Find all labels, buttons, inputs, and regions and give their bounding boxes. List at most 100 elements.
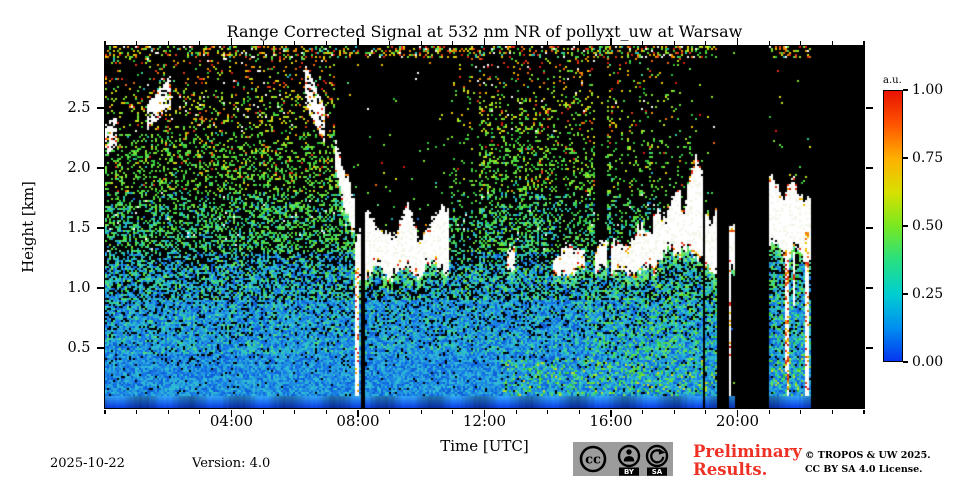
y-tick-label: 0.5 xyxy=(67,340,91,356)
x-minor-tick-top xyxy=(642,40,644,45)
x-minor-tick xyxy=(199,409,201,414)
x-minor-tick-top xyxy=(199,40,201,45)
x-minor-tick-top xyxy=(262,40,264,45)
y-tick-label: 1.5 xyxy=(67,220,91,236)
person-body-icon xyxy=(623,456,635,462)
x-major-tick-top xyxy=(357,37,359,45)
x-minor-tick xyxy=(325,409,327,414)
x-axis-label: Time [UTC] xyxy=(440,437,529,455)
x-tick-label: 08:00 xyxy=(336,412,380,430)
x-minor-tick-top xyxy=(800,40,802,45)
heatmap xyxy=(105,46,864,408)
y-major-tick-right xyxy=(865,287,873,289)
y-tick-label: 2.0 xyxy=(67,160,91,176)
colorbar-tick xyxy=(903,157,908,159)
x-minor-tick xyxy=(452,409,454,414)
y-major-tick xyxy=(96,347,104,349)
x-minor-tick-top xyxy=(136,40,138,45)
x-minor-tick-top xyxy=(420,40,422,45)
by-chip xyxy=(619,467,639,476)
cc-circle-icon xyxy=(579,445,607,473)
y-tick-label: 2.5 xyxy=(67,100,91,116)
colorbar-tick-label: 1.00 xyxy=(912,82,944,98)
x-minor-tick xyxy=(389,409,391,414)
preliminary-results-note: Preliminary Results. xyxy=(693,442,802,480)
x-minor-tick-top xyxy=(389,40,391,45)
colorbar-tick xyxy=(903,89,908,91)
person-head-icon xyxy=(626,449,632,455)
x-tick-label: 12:00 xyxy=(462,412,507,430)
y-major-tick xyxy=(96,227,104,229)
x-minor-tick xyxy=(136,409,138,414)
x-minor-tick-top xyxy=(325,40,327,45)
plot-title: Range Corrected Signal at 532 nm NR of p… xyxy=(226,22,743,41)
y-tick-label: 1.0 xyxy=(67,280,91,296)
version-label: Version: 4.0 xyxy=(192,456,271,471)
by-label: BY xyxy=(624,468,635,476)
x-minor-tick xyxy=(262,409,264,414)
cc-by-person-icon xyxy=(617,444,641,468)
x-major-tick-top xyxy=(736,37,739,45)
y-major-tick xyxy=(96,107,104,109)
x-minor-tick-top xyxy=(547,40,549,45)
plot-frame xyxy=(104,45,865,409)
y-major-tick-right xyxy=(865,227,873,229)
x-minor-tick xyxy=(547,409,549,414)
x-major-tick-top xyxy=(230,37,233,45)
colorbar-tick xyxy=(903,225,908,227)
x-minor-tick-top xyxy=(104,40,106,45)
x-minor-tick xyxy=(515,409,517,414)
x-major-tick xyxy=(357,409,359,417)
colorbar-tick-label: 0.50 xyxy=(912,218,944,234)
x-minor-tick-top xyxy=(167,40,169,45)
sa-arrow-icon xyxy=(650,449,665,464)
x-minor-tick-top xyxy=(831,40,833,45)
x-minor-tick xyxy=(294,409,296,414)
x-minor-tick xyxy=(420,409,422,414)
x-major-tick xyxy=(483,409,486,417)
x-tick-label: 16:00 xyxy=(589,412,633,430)
colorbar-tick-label: 0.00 xyxy=(912,354,944,370)
x-major-tick-top xyxy=(483,37,486,45)
copyright-line1: © TROPOS & UW 2025. xyxy=(805,450,931,461)
cc-license-badge: cc BY SA xyxy=(573,442,673,476)
colorbar-tick-label: 0.75 xyxy=(912,150,944,166)
colorbar-unit-label: a.u. xyxy=(883,75,902,86)
measurement-date: 2025-10-22 xyxy=(50,456,125,471)
y-major-tick-right xyxy=(865,347,873,349)
x-minor-tick xyxy=(800,409,802,414)
sa-chip xyxy=(647,467,667,476)
cc-sa-circle-icon xyxy=(645,444,669,468)
x-minor-tick xyxy=(167,409,169,414)
y-axis-label: Height [km] xyxy=(19,181,37,273)
y-major-tick-right xyxy=(865,167,873,169)
colorbar-tick xyxy=(903,293,908,295)
x-tick-label: 04:00 xyxy=(209,412,254,430)
x-minor-tick-top xyxy=(863,40,865,45)
preliminary-line2: Results. xyxy=(693,460,768,480)
x-minor-tick xyxy=(642,409,644,414)
x-minor-tick-top xyxy=(515,40,517,45)
x-tick-label: 20:00 xyxy=(715,412,760,430)
colorbar xyxy=(883,90,903,362)
x-major-tick xyxy=(230,409,233,417)
x-minor-tick xyxy=(831,409,833,414)
preliminary-line1: Preliminary xyxy=(693,442,802,461)
copyright-note: © TROPOS & UW 2025. CC BY SA 4.0 License… xyxy=(805,449,931,478)
sa-arrowhead-icon xyxy=(658,448,666,455)
x-minor-tick xyxy=(578,409,580,414)
x-minor-tick xyxy=(863,409,865,414)
x-minor-tick-top xyxy=(768,40,770,45)
colorbar-tick xyxy=(903,361,908,363)
y-major-tick-right xyxy=(865,107,873,109)
x-major-tick xyxy=(736,409,739,417)
x-minor-tick xyxy=(768,409,770,414)
x-minor-tick-top xyxy=(452,40,454,45)
x-minor-tick-top xyxy=(294,40,296,45)
x-major-tick xyxy=(610,409,612,417)
sa-label: SA xyxy=(652,468,663,476)
x-minor-tick xyxy=(673,409,675,414)
x-minor-tick xyxy=(104,409,106,414)
x-minor-tick-top xyxy=(673,40,675,45)
